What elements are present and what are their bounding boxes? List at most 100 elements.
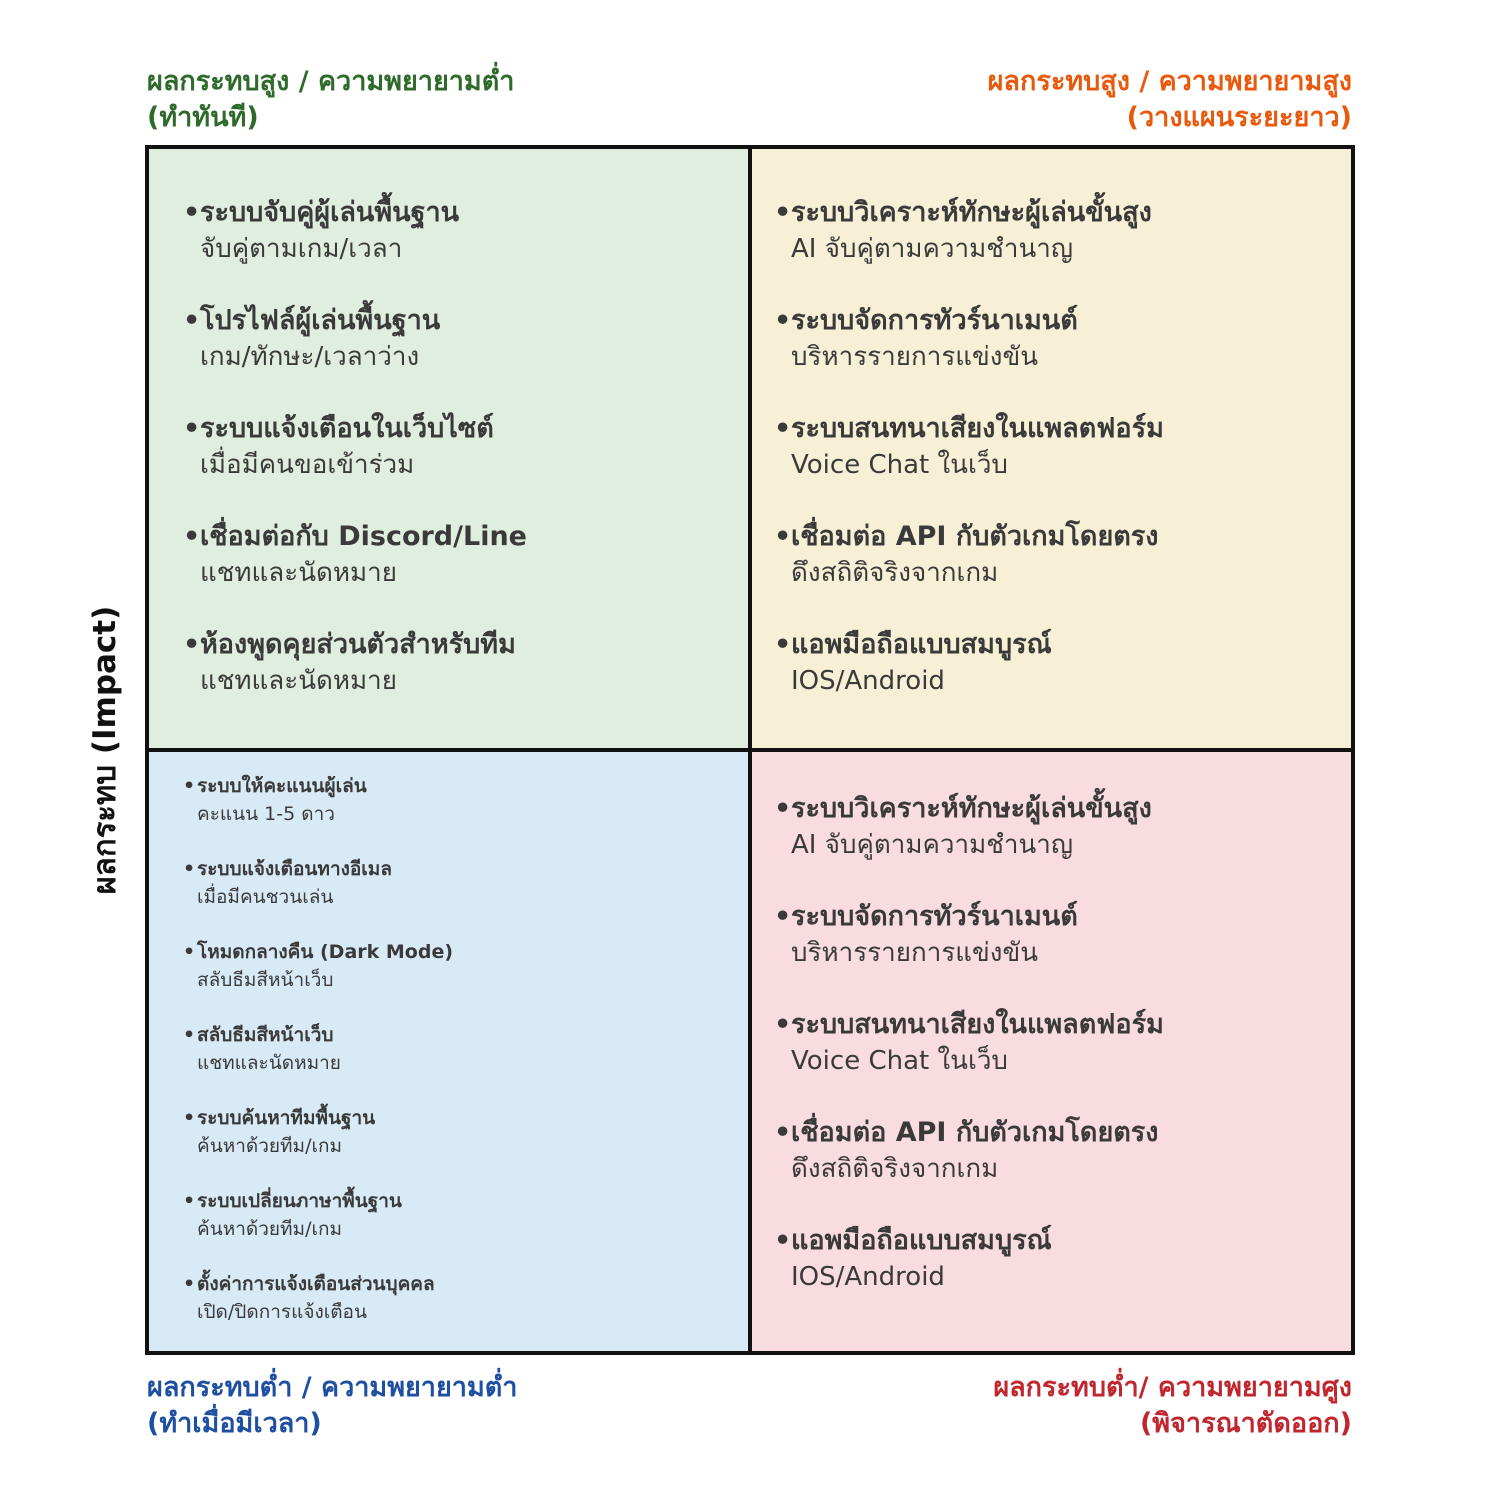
item-subtitle: แชทและนัดหมาย: [197, 1052, 341, 1074]
list-item: • ระบบให้คะแนนผู้เล่นคะแนน 1-5 ดาว: [183, 772, 453, 855]
list-item: • เชื่อมต่อกับ Discord/Line แชทและนัดหมาย: [183, 519, 527, 627]
list-item: • ระบบเปลี่ยนภาษาพื้นฐานค้นหาด้วยทีม/เกม: [183, 1187, 453, 1270]
bullet-icon: •: [183, 413, 201, 444]
item-title: ระบบสนทนาเสียงในแพลตฟอร์ม: [791, 413, 1164, 444]
item-subtitle: จับคู่ตามเกม/เวลา: [200, 234, 403, 264]
bullet-icon: •: [774, 197, 792, 228]
list-item: • แอพมือถือแบบสมบูรณ์ IOS/Android: [774, 1223, 1164, 1331]
bullet-icon: •: [774, 521, 792, 552]
bullet-icon: •: [183, 775, 196, 797]
item-subtitle: เปิด/ปิดการแจ้งเตือน: [197, 1301, 367, 1323]
item-title: ระบบค้นหาทีมพื้นฐาน: [197, 1107, 376, 1129]
item-title: ระบบสนทนาเสียงในแพลตฟอร์ม: [791, 1009, 1164, 1040]
item-subtitle: Voice Chat ในเว็บ: [791, 1046, 1008, 1076]
item-title: ระบบวิเคราะห์ทักษะผู้เล่นขั้นสูง: [791, 793, 1152, 824]
item-subtitle: ดึงสถิติจริงจากเกม: [791, 558, 999, 588]
item-list: • ระบบจับคู่ผู้เล่นพื้นฐาน จับคู่ตามเกม/เว…: [183, 195, 527, 735]
list-item: • ระบบจับคู่ผู้เล่นพื้นฐาน จับคู่ตามเกม/เว…: [183, 195, 527, 303]
bullet-icon: •: [183, 197, 201, 228]
item-subtitle: ดึงสถิติจริงจากเกม: [791, 1154, 999, 1184]
quadrant-top-right: • ระบบวิเคราะห์ทักษะผู้เล่นขั้นสูง AI จับค…: [752, 149, 1351, 748]
list-item: • สลับธีมสีหน้าเว็บแชทและนัดหมาย: [183, 1021, 453, 1104]
label-line: ผลกระทบสูง / ความพยายามสูง: [987, 66, 1352, 97]
label-line: (ทำทันที): [147, 102, 259, 133]
item-subtitle: IOS/Android: [791, 1262, 945, 1292]
label-high-impact-high-effort: ผลกระทบสูง / ความพยายามสูง (วางแผนระยะยา…: [988, 64, 1352, 136]
item-subtitle: บริหารรายการแข่งขัน: [791, 342, 1039, 372]
list-item: • ระบบจัดการทัวร์นาเมนต์บริหารรายการแข่งข…: [774, 303, 1164, 411]
quadrant-top-left: • ระบบจับคู่ผู้เล่นพื้นฐาน จับคู่ตามเกม/เว…: [149, 149, 748, 748]
item-title: ระบบให้คะแนนผู้เล่น: [197, 775, 367, 797]
label-line: ผลกระทบต่ำ / ความพยายามต่ำ: [147, 1372, 518, 1403]
item-title: สลับธีมสีหน้าเว็บ: [197, 1024, 334, 1046]
bullet-icon: •: [774, 1117, 792, 1148]
item-list: • ระบบวิเคราะห์ทักษะผู้เล่นขั้นสูง AI จับค…: [774, 791, 1164, 1331]
list-item: • โหมดกลางคืน (Dark Mode) สลับธีมสีหน้าเว็…: [183, 938, 453, 1021]
list-item: • ระบบแจ้งเตือนในเว็บไซต์ เมื่อมีคนขอเข้าร…: [183, 411, 527, 519]
label-line: (วางแผนระยะยาว): [1126, 102, 1352, 133]
item-subtitle: แชทและนัดหมาย: [200, 558, 397, 588]
list-item: • ระบบวิเคราะห์ทักษะผู้เล่นขั้นสูง AI จับค…: [774, 195, 1164, 303]
list-item: • ตั้งค่าการแจ้งเตือนส่วนบุคคล เปิด/ปิดการ…: [183, 1270, 453, 1351]
item-title: แอพมือถือแบบสมบูรณ์: [791, 1225, 1052, 1256]
item-title: เชื่อมต่อ API กับตัวเกมโดยตรง: [791, 1117, 1159, 1148]
list-item: • ระบบจัดการทัวร์นาเมนต์บริหารรายการแข่งข…: [774, 899, 1164, 1007]
bullet-icon: •: [183, 941, 196, 963]
item-subtitle: ค้นหาด้วยทีม/เกม: [197, 1135, 343, 1157]
label-low-impact-high-effort: ผลกระทบต่ำ/ ความพยายามศูง (พิจารณาตัดออก…: [993, 1370, 1352, 1442]
item-title: ห้องพูดคุยส่วนตัวสำหรับทีม: [200, 629, 516, 660]
bullet-icon: •: [774, 1009, 792, 1040]
label-line: ผลกระทบสูง / ความพยายามต่ำ: [147, 66, 515, 97]
list-item: • โปรไฟล์ผู้เล่นพื้นฐานเกม/ทักษะ/เวลาว่าง: [183, 303, 527, 411]
item-title: โปรไฟล์ผู้เล่นพื้นฐาน: [200, 305, 441, 336]
item-title: แอพมือถือแบบสมบูรณ์: [791, 629, 1052, 660]
bullet-icon: •: [774, 901, 792, 932]
item-subtitle: แชทและนัดหมาย: [200, 666, 397, 696]
bullet-icon: •: [774, 305, 792, 336]
item-subtitle: ค้นหาด้วยทีม/เกม: [197, 1218, 343, 1240]
priority-matrix: • ระบบจับคู่ผู้เล่นพื้นฐาน จับคู่ตามเกม/เว…: [145, 145, 1355, 1355]
item-list: • ระบบให้คะแนนผู้เล่น คะแนน 1-5 ดาว • ระบบแจ…: [183, 772, 453, 1351]
list-item: • แอพมือถือแบบสมบูรณ์ IOS/Android: [774, 627, 1164, 735]
item-subtitle: AI จับคู่ตามความชำนาญ: [791, 234, 1073, 264]
label-high-impact-low-effort: ผลกระทบสูง / ความพยายามต่ำ (ทำทันที): [147, 64, 514, 136]
quadrant-bottom-left: • ระบบให้คะแนนผู้เล่น คะแนน 1-5 ดาว • ระบบแจ…: [149, 752, 748, 1351]
item-title: เชื่อมต่อกับ Discord/Line: [200, 521, 527, 552]
label-line: (ทำเมื่อมีเวลา): [147, 1408, 322, 1439]
item-title: ตั้งค่าการแจ้งเตือนส่วนบุคคล: [197, 1273, 435, 1295]
list-item: • ห้องพูดคุยส่วนตัวสำหรับทีมแชทและนัดหมาย: [183, 627, 527, 735]
quadrant-bottom-right: • ระบบวิเคราะห์ทักษะผู้เล่นขั้นสูง AI จับค…: [752, 752, 1351, 1351]
list-item: • ระบบสนทนาเสียงในแพลตฟอร์ม Voice Chat ในเ…: [774, 1007, 1164, 1115]
item-title: ระบบแจ้งเตือนทางอีเมล: [197, 858, 392, 880]
bullet-icon: •: [183, 305, 201, 336]
bullet-icon: •: [774, 1225, 792, 1256]
item-title: เชื่อมต่อ API กับตัวเกมโดยตรง: [791, 521, 1159, 552]
list-item: • ระบบแจ้งเตือนทางอีเมล เมื่อมีคนชวนเล่น: [183, 855, 453, 938]
list-item: • ระบบค้นหาทีมพื้นฐาน ค้นหาด้วยทีม/เกม: [183, 1104, 453, 1187]
bullet-icon: •: [774, 413, 792, 444]
item-subtitle: เกม/ทักษะ/เวลาว่าง: [200, 342, 420, 372]
item-subtitle: สลับธีมสีหน้าเว็บ: [197, 969, 334, 991]
list-item: • เชื่อมต่อ API กับตัวเกมโดยตรงดึงสถิติจร…: [774, 1115, 1164, 1223]
item-title: ระบบเปลี่ยนภาษาพื้นฐาน: [197, 1190, 402, 1212]
y-axis-label: ผลกระทบ (Impact): [87, 605, 123, 895]
item-subtitle: เมื่อมีคนขอเข้าร่วม: [200, 450, 415, 480]
bullet-icon: •: [183, 521, 201, 552]
bullet-icon: •: [183, 1024, 196, 1046]
item-title: ระบบวิเคราะห์ทักษะผู้เล่นขั้นสูง: [791, 197, 1152, 228]
item-subtitle: Voice Chat ในเว็บ: [791, 450, 1008, 480]
item-title: ระบบจัดการทัวร์นาเมนต์: [791, 901, 1078, 932]
item-subtitle: คะแนน 1-5 ดาว: [197, 803, 335, 825]
item-subtitle: บริหารรายการแข่งขัน: [791, 938, 1039, 968]
item-title: ระบบจัดการทัวร์นาเมนต์: [791, 305, 1078, 336]
item-title: โหมดกลางคืน (Dark Mode): [197, 941, 454, 963]
item-subtitle: IOS/Android: [791, 666, 945, 696]
bullet-icon: •: [183, 858, 196, 880]
bullet-icon: •: [183, 629, 201, 660]
list-item: • เชื่อมต่อ API กับตัวเกมโดยตรงดึงสถิติจร…: [774, 519, 1164, 627]
item-list: • ระบบวิเคราะห์ทักษะผู้เล่นขั้นสูง AI จับค…: [774, 195, 1164, 735]
list-item: • ระบบวิเคราะห์ทักษะผู้เล่นขั้นสูง AI จับค…: [774, 791, 1164, 899]
bullet-icon: •: [183, 1190, 196, 1212]
bullet-icon: •: [774, 629, 792, 660]
label-low-impact-low-effort: ผลกระทบต่ำ / ความพยายามต่ำ (ทำเมื่อมีเวล…: [147, 1370, 517, 1442]
